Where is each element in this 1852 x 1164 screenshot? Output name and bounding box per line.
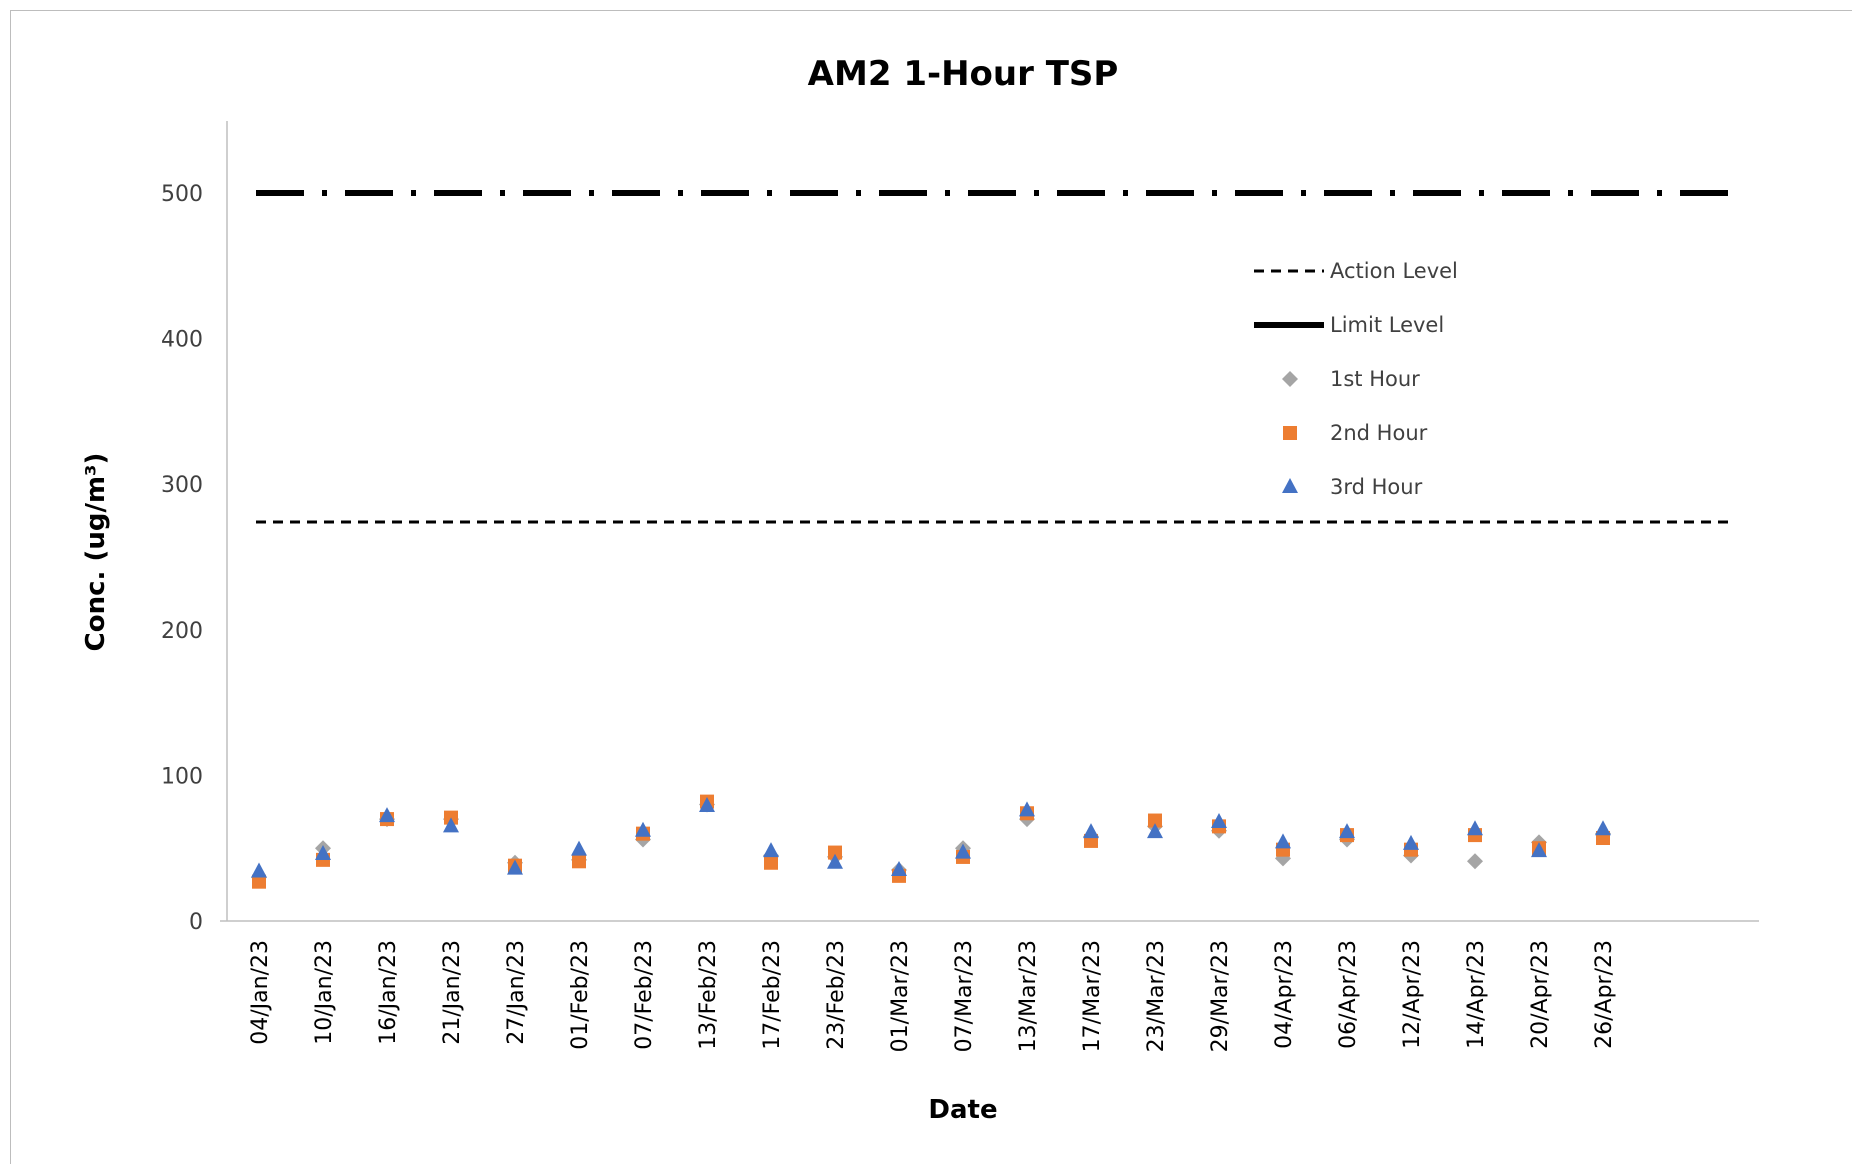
x-tick-label: 16/Jan/23 (376, 940, 401, 1045)
y-tick-label: 400 (161, 328, 203, 353)
data-point (379, 807, 395, 823)
chart-frame (10, 10, 1852, 1164)
data-point (251, 862, 267, 878)
data-point (1019, 801, 1035, 817)
x-tick-label: 01/Mar/23 (888, 940, 913, 1052)
data-points (251, 794, 1611, 889)
x-tick-label: 13/Feb/23 (696, 940, 721, 1050)
x-tick-label: 06/Apr/23 (1336, 940, 1361, 1049)
y-tick-label: 500 (161, 182, 203, 207)
data-point (1148, 813, 1162, 828)
series-2nd-hour (252, 794, 1610, 889)
x-tick-label: 01/Feb/23 (568, 940, 593, 1050)
x-tick-label: 14/Apr/23 (1464, 940, 1489, 1049)
data-point (315, 845, 331, 861)
reference-lines (256, 190, 1730, 524)
data-point (699, 796, 715, 812)
data-point (1403, 834, 1419, 850)
x-tick-label: 23/Feb/23 (824, 940, 849, 1050)
data-point (572, 854, 586, 869)
data-point (252, 874, 266, 889)
chart-title: AM2 1-Hour TSP (808, 54, 1119, 94)
legend-label: Limit Level (1330, 313, 1444, 337)
series-1st-hour (251, 796, 1611, 886)
data-point (1531, 842, 1547, 858)
data-point (1083, 823, 1099, 839)
data-point (571, 840, 587, 856)
x-tick-label: 17/Feb/23 (760, 940, 785, 1050)
data-point (955, 843, 971, 859)
x-tick-label: 10/Jan/23 (312, 940, 337, 1045)
y-tick-labels: 0 100 200 300 400 500 (161, 182, 203, 935)
x-tick-label: 04/Jan/23 (248, 940, 273, 1045)
data-point (507, 859, 523, 875)
y-tick-label: 300 (161, 473, 203, 498)
data-point (1339, 823, 1355, 839)
x-tick-label: 07/Feb/23 (632, 940, 657, 1050)
x-tick-label: 21/Jan/23 (440, 940, 465, 1045)
legend-label: 3rd Hour (1330, 475, 1423, 499)
data-point (1467, 820, 1483, 836)
data-point (828, 845, 842, 860)
x-tick-label: 07/Mar/23 (952, 940, 977, 1052)
x-tick-label: 17/Mar/23 (1080, 940, 1105, 1052)
data-point (764, 855, 778, 870)
legend-label: Action Level (1330, 259, 1458, 283)
legend-swatch (1282, 478, 1298, 493)
y-tick-label: 100 (161, 764, 203, 789)
x-tick-label: 20/Apr/23 (1528, 940, 1553, 1049)
legend: Action Level Limit Level 1st Hour 2nd Hour 3… (1254, 259, 1458, 499)
legend-label: 2nd Hour (1330, 421, 1428, 445)
data-point (1275, 833, 1291, 849)
y-tick-label: 0 (189, 910, 203, 935)
data-point (443, 817, 459, 833)
y-tick-label: 200 (161, 619, 203, 644)
legend-label: 1st Hour (1330, 367, 1420, 391)
data-point (1467, 853, 1483, 870)
y-axis-label: Conc. (ug/m³) (81, 453, 111, 652)
x-tick-label: 12/Apr/23 (1400, 940, 1425, 1049)
data-point (827, 853, 843, 869)
data-point (891, 861, 907, 877)
series-3rd-hour (251, 796, 1611, 878)
x-tick-label: 04/Apr/23 (1272, 940, 1297, 1049)
x-tick-label: 23/Mar/23 (1144, 940, 1169, 1052)
data-point (635, 821, 651, 837)
x-tick-label: 29/Mar/23 (1208, 940, 1233, 1052)
x-tick-label: 27/Jan/23 (504, 940, 529, 1045)
data-point (763, 842, 779, 858)
x-tick-label: 26/Apr/23 (1592, 940, 1617, 1049)
legend-swatch (1282, 371, 1298, 387)
legend-swatch (1283, 426, 1297, 440)
x-axis-label: Date (928, 1095, 997, 1125)
x-tick-labels: 04/Jan/23 10/Jan/23 16/Jan/23 21/Jan/23 27/J… (248, 940, 1617, 1052)
data-point (1595, 820, 1611, 836)
data-point (1211, 812, 1227, 828)
data-point (1147, 823, 1163, 839)
x-tick-label: 13/Mar/23 (1016, 940, 1041, 1052)
